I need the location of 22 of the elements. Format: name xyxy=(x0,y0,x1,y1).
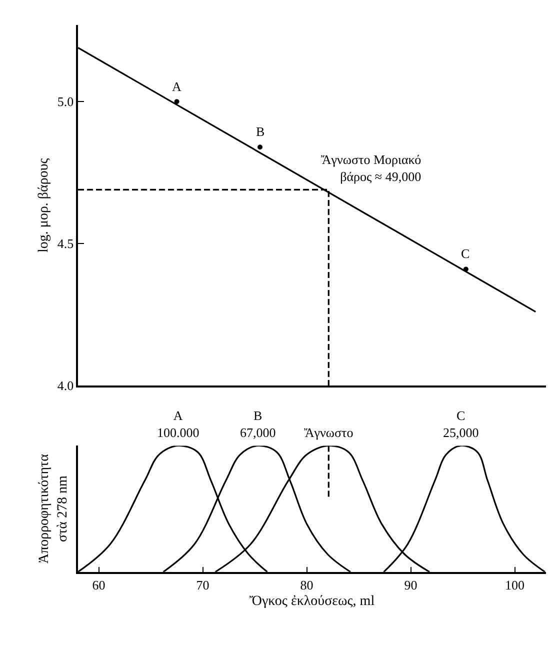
annotation: A xyxy=(172,79,182,94)
x-tick-label: 70 xyxy=(196,577,210,592)
y-tick-label: 5.0 xyxy=(57,94,74,110)
annotation: Ἄγνωστο xyxy=(304,425,354,440)
x-tick-label: 90 xyxy=(404,577,418,592)
y-axis-title: log. μορ. βάρους xyxy=(36,158,52,252)
y-tick-label: 4.5 xyxy=(57,236,74,252)
annotation: A 100.000 xyxy=(157,408,200,440)
point xyxy=(174,99,180,104)
annotation: C 25,000 xyxy=(443,408,479,440)
point xyxy=(258,144,262,150)
annotation: B xyxy=(256,124,265,139)
x-tick-label: 60 xyxy=(92,577,106,592)
y-tick-label: 4.0 xyxy=(57,378,74,394)
annotation: Ἄγνωστο Μοριακό βάρος ≈ 49,000 xyxy=(321,152,422,184)
point xyxy=(463,266,468,272)
y-axis-title: Ἀπορροφητικότητα στὰ 278 nm xyxy=(37,453,70,564)
x-tick-label: 80 xyxy=(300,577,314,592)
annotation: B 67,000 xyxy=(240,408,276,440)
x-tick-label: 100 xyxy=(505,577,525,592)
x-axis-title: Ὄγκος ἐκλούσεως, ml xyxy=(249,594,375,610)
annotation: C xyxy=(461,246,470,261)
